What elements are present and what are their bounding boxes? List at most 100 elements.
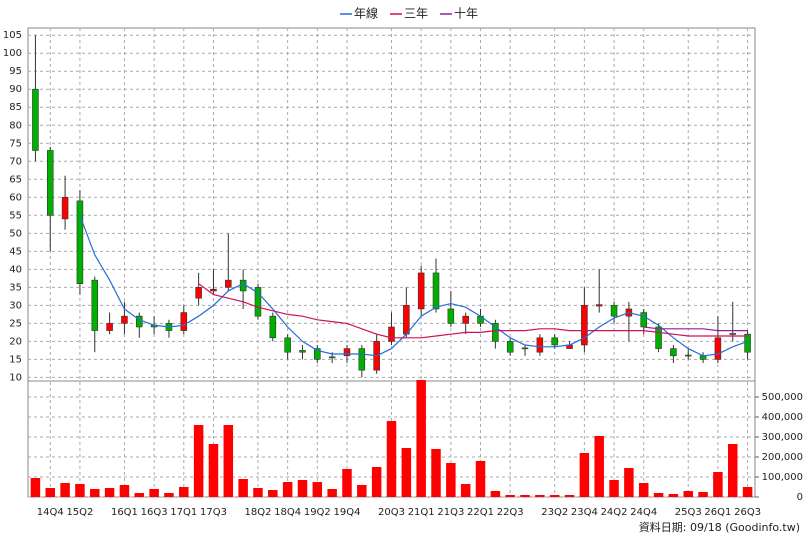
volume-bar bbox=[75, 484, 85, 497]
candle-body bbox=[432, 272, 440, 310]
volume-bar bbox=[698, 492, 708, 497]
volume-bar bbox=[149, 489, 159, 497]
candle-body bbox=[536, 337, 544, 353]
volume-bar bbox=[535, 495, 545, 497]
volume-bar bbox=[45, 488, 56, 497]
volume-bar bbox=[253, 488, 263, 497]
volume-bar bbox=[357, 485, 367, 497]
y-tick-label: 45 bbox=[9, 246, 22, 257]
candle-body bbox=[403, 305, 410, 335]
volume-bar bbox=[490, 491, 501, 497]
candle-body bbox=[714, 337, 722, 360]
volume-bar bbox=[638, 483, 649, 497]
candle-body bbox=[76, 200, 84, 285]
legend-label: 三年 bbox=[404, 7, 428, 21]
candle-body bbox=[91, 279, 99, 331]
candle-body bbox=[210, 288, 217, 292]
candle-body bbox=[521, 347, 529, 350]
candle-body bbox=[729, 333, 737, 335]
volume-bar bbox=[134, 493, 145, 497]
volume-bar bbox=[416, 380, 426, 497]
candle-body bbox=[358, 348, 366, 371]
y-tick-label: 90 bbox=[9, 84, 22, 95]
y-tick-label: 95 bbox=[9, 66, 22, 77]
volume-bar bbox=[609, 480, 619, 497]
volume-bar bbox=[549, 495, 560, 497]
volume-bar bbox=[624, 468, 634, 497]
candle-body bbox=[655, 326, 662, 349]
volume-bar bbox=[297, 480, 308, 497]
x-tick-label: 17Q1 bbox=[170, 507, 197, 518]
x-tick-label: 23Q2 bbox=[541, 507, 568, 518]
candle-body bbox=[269, 315, 277, 339]
candle-body bbox=[32, 88, 39, 151]
candle-body bbox=[595, 304, 603, 307]
x-tick-label: 21Q3 bbox=[437, 507, 464, 518]
volume-bar bbox=[727, 444, 738, 497]
x-tick-label: 25Q3 bbox=[675, 507, 702, 518]
y2-tick-label: 300,000 bbox=[762, 432, 803, 443]
candle-body bbox=[254, 287, 262, 317]
candle-body bbox=[492, 323, 499, 342]
volume-bar bbox=[401, 448, 412, 497]
x-tick-label: 18Q2 bbox=[244, 507, 271, 518]
candle-body bbox=[121, 315, 128, 324]
volume-bar bbox=[223, 425, 234, 497]
y-tick-label: 60 bbox=[9, 192, 22, 203]
candle-body bbox=[61, 196, 69, 220]
candle-body bbox=[106, 323, 113, 331]
candle-body bbox=[46, 150, 54, 216]
candle-body bbox=[299, 350, 306, 353]
candle-body bbox=[314, 348, 321, 360]
volume-bar bbox=[60, 483, 70, 497]
volume-bar bbox=[594, 436, 604, 497]
volume-bar bbox=[653, 493, 664, 497]
y2-tick-label: 400,000 bbox=[762, 412, 803, 423]
legend-label: 十年 bbox=[454, 7, 478, 21]
volume-bar bbox=[713, 472, 723, 497]
x-tick-label: 14Q4 bbox=[37, 507, 64, 518]
volume-bar bbox=[520, 495, 530, 497]
volume-bar bbox=[475, 461, 486, 497]
volume-bar bbox=[564, 495, 575, 497]
x-tick-label: 17Q3 bbox=[200, 507, 227, 518]
y-tick-label: 85 bbox=[9, 102, 22, 113]
x-tick-label: 19Q4 bbox=[334, 507, 361, 518]
volume-bar bbox=[90, 489, 100, 497]
x-tick-label: 26Q3 bbox=[734, 507, 761, 518]
footer: 資料日期: 09/18 (Goodinfo.tw) bbox=[639, 520, 800, 534]
x-tick-label: 16Q3 bbox=[141, 507, 168, 518]
volume-bar bbox=[342, 469, 352, 497]
y-tick-label: 15 bbox=[9, 354, 22, 365]
candle-body bbox=[684, 354, 692, 357]
y-tick-label: 105 bbox=[3, 30, 22, 41]
y-tick-label: 30 bbox=[9, 300, 22, 311]
candle-body bbox=[343, 348, 351, 357]
volume-bar bbox=[505, 495, 515, 497]
x-tick-label: 20Q3 bbox=[378, 507, 405, 518]
candle-body bbox=[744, 333, 751, 353]
volume-bar bbox=[104, 488, 115, 497]
candle-body bbox=[506, 341, 514, 353]
x-tick-label: 22Q3 bbox=[497, 507, 524, 518]
y-tick-label: 10 bbox=[9, 372, 22, 383]
volume-bar bbox=[238, 479, 248, 497]
y2-tick-label: 100,000 bbox=[762, 472, 803, 483]
volume-bar bbox=[431, 449, 441, 497]
volume-bar bbox=[268, 490, 278, 497]
y-tick-label: 20 bbox=[9, 336, 22, 347]
x-tick-label: 22Q1 bbox=[467, 507, 494, 518]
legend-label: 年線 bbox=[354, 6, 378, 21]
volume-bar bbox=[164, 493, 174, 497]
volume-bar bbox=[30, 478, 41, 497]
x-tick-label: 18Q4 bbox=[274, 507, 301, 518]
candle-body bbox=[551, 337, 558, 346]
candle-body bbox=[670, 348, 677, 357]
volume-bar bbox=[446, 463, 456, 497]
volume-bar bbox=[371, 467, 382, 497]
candle-body bbox=[136, 315, 143, 328]
x-tick-label: 19Q2 bbox=[304, 507, 331, 518]
x-tick-label: 24Q2 bbox=[601, 507, 628, 518]
ma-line bbox=[643, 326, 748, 332]
